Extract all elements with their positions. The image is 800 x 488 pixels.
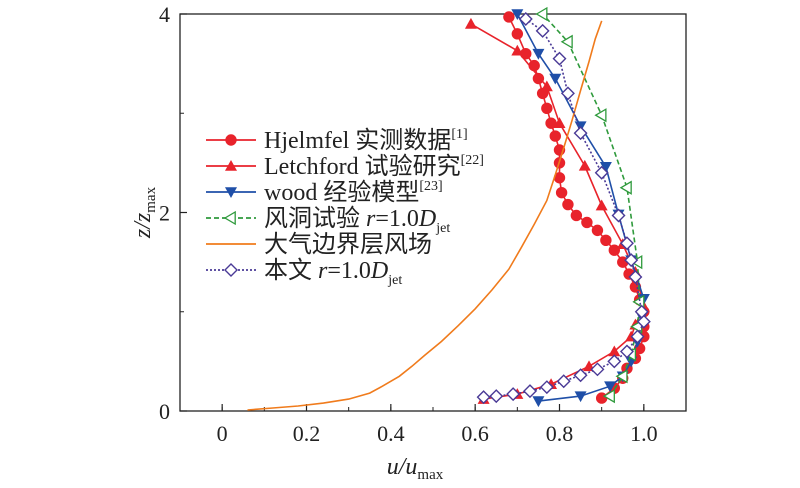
x-tick-label: 1.0	[630, 421, 658, 446]
data-point	[600, 234, 612, 246]
data-point	[511, 28, 524, 40]
series-5	[476, 11, 651, 405]
series-line	[483, 18, 645, 398]
data-point	[591, 224, 604, 237]
data-point	[595, 199, 608, 211]
legend-label: 大气边界层风场	[264, 231, 432, 258]
data-point	[619, 180, 632, 195]
series-3	[535, 6, 645, 404]
legend-swatch-marker	[225, 134, 237, 146]
data-point	[552, 51, 567, 66]
data-point	[532, 396, 545, 408]
legend-entry: 大气边界层风场	[206, 231, 432, 258]
data-point	[607, 354, 622, 369]
data-point	[604, 381, 617, 393]
data-point	[594, 108, 607, 123]
data-point	[630, 329, 645, 344]
data-point	[464, 17, 477, 29]
data-point	[560, 86, 575, 101]
data-point	[570, 209, 583, 222]
data-point	[594, 165, 609, 180]
data-point	[624, 253, 639, 268]
data-point	[476, 390, 491, 405]
data-point	[595, 392, 608, 404]
series-0	[503, 11, 650, 404]
data-point	[555, 186, 568, 199]
series-line	[508, 16, 645, 399]
data-point	[540, 80, 553, 92]
series-4	[247, 20, 603, 411]
data-point	[634, 304, 649, 319]
data-point	[511, 44, 524, 56]
axis-labels: u/umax z/zmax	[130, 186, 444, 483]
data-point	[573, 368, 588, 383]
y-tick-label: 0	[159, 399, 170, 424]
data-point	[615, 369, 628, 384]
data-point	[581, 216, 593, 229]
data-point	[535, 6, 548, 22]
data-point	[590, 362, 605, 377]
data-point	[602, 388, 615, 404]
data-point	[549, 73, 562, 85]
legend-entry: wood 经验模型[23]	[206, 179, 443, 206]
data-point	[611, 208, 626, 223]
legend-label: 本文 r=1.0Djet	[264, 257, 402, 288]
legend-label: Hjelmfel 实测数据[1]	[264, 127, 468, 154]
data-point	[578, 159, 591, 171]
data-point	[503, 11, 515, 23]
legend-swatch-marker	[224, 263, 238, 277]
data-point	[560, 34, 573, 49]
data-point	[636, 314, 651, 329]
data-point	[632, 294, 645, 309]
data-point	[489, 389, 504, 404]
x-axis-label: u/umax	[387, 454, 444, 483]
data-point	[511, 9, 524, 20]
legend-entry: Letchford 试验研究[22]	[206, 153, 484, 180]
data-point	[574, 391, 587, 403]
legend-label: Letchford 试验研究[22]	[264, 153, 484, 180]
data-point	[553, 117, 566, 128]
data-point	[599, 162, 612, 173]
legend-entry: 风洞试验 r=1.0Djet	[206, 205, 450, 236]
plot-axes: 0 0.2 0.4 0.6 0.8 1.0 0 2 4	[159, 2, 687, 446]
legend-swatch-marker	[225, 160, 237, 171]
data-point	[562, 198, 574, 211]
legend-entry: Hjelmfel 实测数据[1]	[206, 127, 468, 154]
legend-label: 风洞试验 r=1.0Djet	[264, 205, 450, 236]
x-tick-label: 0.8	[546, 421, 574, 446]
data-point	[608, 244, 621, 256]
data-point	[506, 387, 521, 402]
data-point	[573, 126, 588, 141]
data-point	[539, 380, 554, 395]
series-layer	[247, 6, 651, 411]
data-point	[549, 130, 561, 142]
x-tick-label: 0.6	[461, 421, 489, 446]
y-tick-label: 4	[159, 2, 170, 27]
data-point	[608, 345, 621, 357]
data-point	[541, 102, 553, 114]
data-point	[535, 23, 550, 38]
x-tick-label: 0	[217, 421, 228, 446]
data-point	[518, 11, 533, 26]
data-point	[532, 72, 545, 85]
data-point	[556, 374, 571, 389]
y-axis-label: z/zmax	[130, 186, 159, 239]
data-point	[532, 48, 545, 60]
series-line	[542, 13, 641, 397]
legend: Hjelmfel 实测数据[1]Letchford 试验研究[22]wood 经…	[206, 127, 484, 288]
legend-label: wood 经验模型[23]	[264, 179, 443, 206]
legend-swatch-marker	[225, 187, 237, 198]
x-tick-label: 0.2	[293, 421, 321, 446]
legend-swatch-marker	[223, 210, 236, 226]
data-point	[619, 344, 634, 359]
data-point	[522, 384, 537, 399]
data-point	[628, 270, 643, 285]
y-tick-label: 2	[159, 201, 170, 226]
legend-entry: 本文 r=1.0Djet	[206, 257, 402, 288]
data-point	[619, 236, 634, 251]
series-line	[247, 20, 603, 411]
x-tick-label: 0.4	[377, 421, 405, 446]
